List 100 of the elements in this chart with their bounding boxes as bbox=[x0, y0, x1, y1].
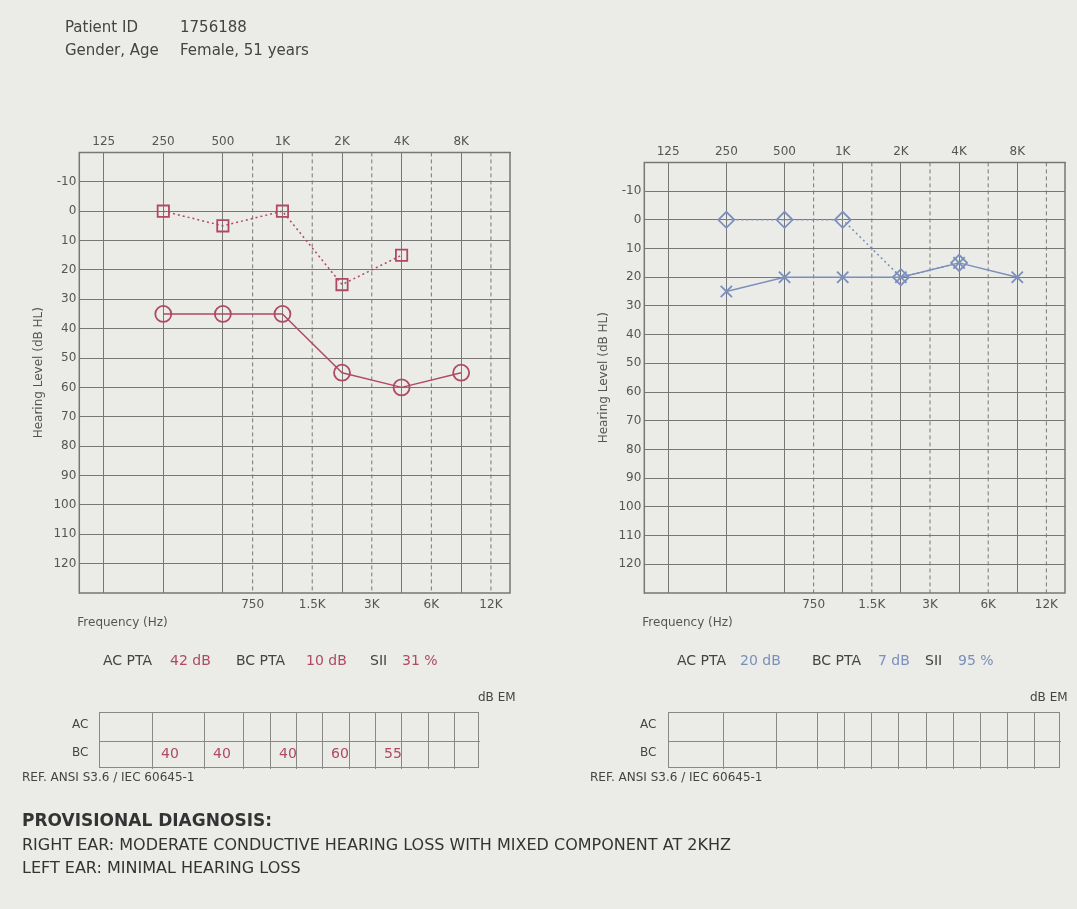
point bbox=[335, 278, 349, 292]
y-axis-title: Hearing Level (dB HL) bbox=[31, 307, 46, 439]
point bbox=[275, 204, 289, 218]
x-tick-label: 125 bbox=[92, 134, 116, 149]
y-tick-label: 80 bbox=[61, 438, 77, 453]
text: BC bbox=[72, 745, 89, 759]
text: 12K bbox=[1034, 597, 1060, 612]
y-tick-label: 120 bbox=[53, 555, 77, 570]
text: 1.5K bbox=[298, 597, 327, 612]
x-tick-label: 125 bbox=[656, 144, 680, 159]
x-tick-label: 500 bbox=[773, 144, 796, 159]
text: dB EM bbox=[478, 690, 516, 704]
point bbox=[395, 248, 409, 262]
x-axis-title: Frequency (Hz) bbox=[642, 615, 733, 630]
text: 6K bbox=[423, 597, 441, 612]
text: 750 bbox=[802, 597, 826, 612]
text: 10 dB bbox=[306, 652, 347, 668]
text: SII bbox=[925, 652, 943, 668]
y-tick-label: -10 bbox=[56, 173, 77, 188]
text: 7 dB bbox=[878, 652, 910, 668]
x-axis-title: Frequency (Hz) bbox=[77, 615, 168, 630]
y-tick-label: 90 bbox=[61, 467, 77, 482]
y-tick-label: 50 bbox=[61, 350, 77, 365]
y-tick-label: 40 bbox=[626, 326, 642, 341]
point bbox=[1010, 270, 1024, 284]
x-tick-label: 2K bbox=[334, 134, 351, 149]
text: 3K bbox=[364, 597, 381, 612]
y-tick-label: 100 bbox=[53, 497, 77, 512]
y-tick-label: 10 bbox=[626, 240, 642, 255]
x-tick-label: 8K bbox=[453, 134, 471, 149]
text: 40 bbox=[279, 745, 297, 761]
point bbox=[452, 363, 471, 382]
point bbox=[154, 305, 173, 323]
text: AC bbox=[640, 717, 657, 731]
y-tick-label: 90 bbox=[626, 470, 642, 485]
text: 20 dB bbox=[740, 652, 781, 668]
x-tick-label: 500 bbox=[211, 134, 235, 149]
x-tick-label: 250 bbox=[151, 134, 175, 149]
text: 42 dB bbox=[170, 652, 211, 668]
y-tick-label: 10 bbox=[61, 232, 77, 247]
x-tick-label: 4K bbox=[393, 134, 411, 149]
text: 3K bbox=[922, 597, 939, 612]
text: AC bbox=[72, 717, 89, 731]
point bbox=[717, 210, 736, 229]
text: 95 % bbox=[958, 652, 994, 668]
y-tick-label: -10 bbox=[621, 183, 642, 198]
y-tick-label: 60 bbox=[626, 384, 642, 399]
y-tick-label: 0 bbox=[633, 211, 642, 226]
y-tick-label: 100 bbox=[618, 499, 642, 514]
x-tick-label: 2K bbox=[893, 144, 910, 159]
text: 60 bbox=[331, 745, 349, 761]
point bbox=[216, 219, 230, 233]
point bbox=[719, 285, 733, 299]
text: Female, 51 years bbox=[180, 41, 309, 59]
text: 750 bbox=[241, 597, 265, 612]
y-tick-label: 30 bbox=[61, 291, 77, 306]
y-tick-label: 20 bbox=[626, 269, 642, 284]
y-tick-label: 110 bbox=[618, 527, 642, 542]
y-tick-label: 120 bbox=[618, 556, 642, 571]
y-tick-label: 0 bbox=[68, 203, 77, 218]
x-tick-label: 1K bbox=[834, 144, 852, 159]
y-tick-label: 70 bbox=[626, 412, 642, 427]
y-tick-label: 80 bbox=[626, 441, 642, 456]
y-tick-label: 50 bbox=[626, 355, 642, 370]
y-tick-label: 60 bbox=[61, 379, 77, 394]
y-tick-label: 20 bbox=[61, 262, 77, 277]
x-tick-label: 8K bbox=[1009, 144, 1027, 159]
point bbox=[392, 378, 411, 397]
point bbox=[775, 210, 794, 229]
text: 12K bbox=[479, 597, 504, 612]
y-tick-label: 70 bbox=[61, 408, 77, 423]
point bbox=[273, 305, 292, 323]
point bbox=[156, 204, 170, 218]
text: LEFT EAR: MINIMAL HEARING LOSS bbox=[22, 858, 301, 877]
text: BC PTA bbox=[236, 652, 286, 668]
text: AC PTA bbox=[677, 652, 727, 668]
text: 40 bbox=[161, 745, 179, 761]
text: Patient ID bbox=[65, 18, 138, 36]
text: Gender, Age bbox=[65, 41, 159, 59]
text: PROVISIONAL DIAGNOSIS: bbox=[22, 810, 273, 830]
text: BC bbox=[640, 745, 657, 759]
text: dB EM bbox=[1030, 690, 1068, 704]
point bbox=[833, 210, 852, 229]
x-tick-label: 4K bbox=[951, 144, 968, 159]
text: 31 % bbox=[402, 652, 438, 668]
text: BC PTA bbox=[812, 652, 862, 668]
text: AC PTA bbox=[103, 652, 153, 668]
text: REF. ANSI S3.6 / IEC 60645-1 bbox=[590, 770, 763, 784]
text: 55 bbox=[384, 745, 402, 761]
y-tick-label: 40 bbox=[61, 320, 77, 335]
y-tick-label: 110 bbox=[53, 526, 77, 541]
text: 6K bbox=[980, 597, 998, 612]
text: RIGHT EAR: MODERATE CONDUCTIVE HEARING LOSS WITH MIXED COMPONENT AT 2KHZ bbox=[22, 835, 731, 854]
text: 1756188 bbox=[180, 18, 247, 36]
text: 1.5K bbox=[858, 597, 887, 612]
y-axis-title: Hearing Level (dB HL) bbox=[596, 312, 611, 444]
text: SII bbox=[370, 652, 388, 668]
point bbox=[213, 305, 232, 323]
text: REF. ANSI S3.6 / IEC 60645-1 bbox=[22, 770, 195, 784]
text: 40 bbox=[213, 745, 231, 761]
